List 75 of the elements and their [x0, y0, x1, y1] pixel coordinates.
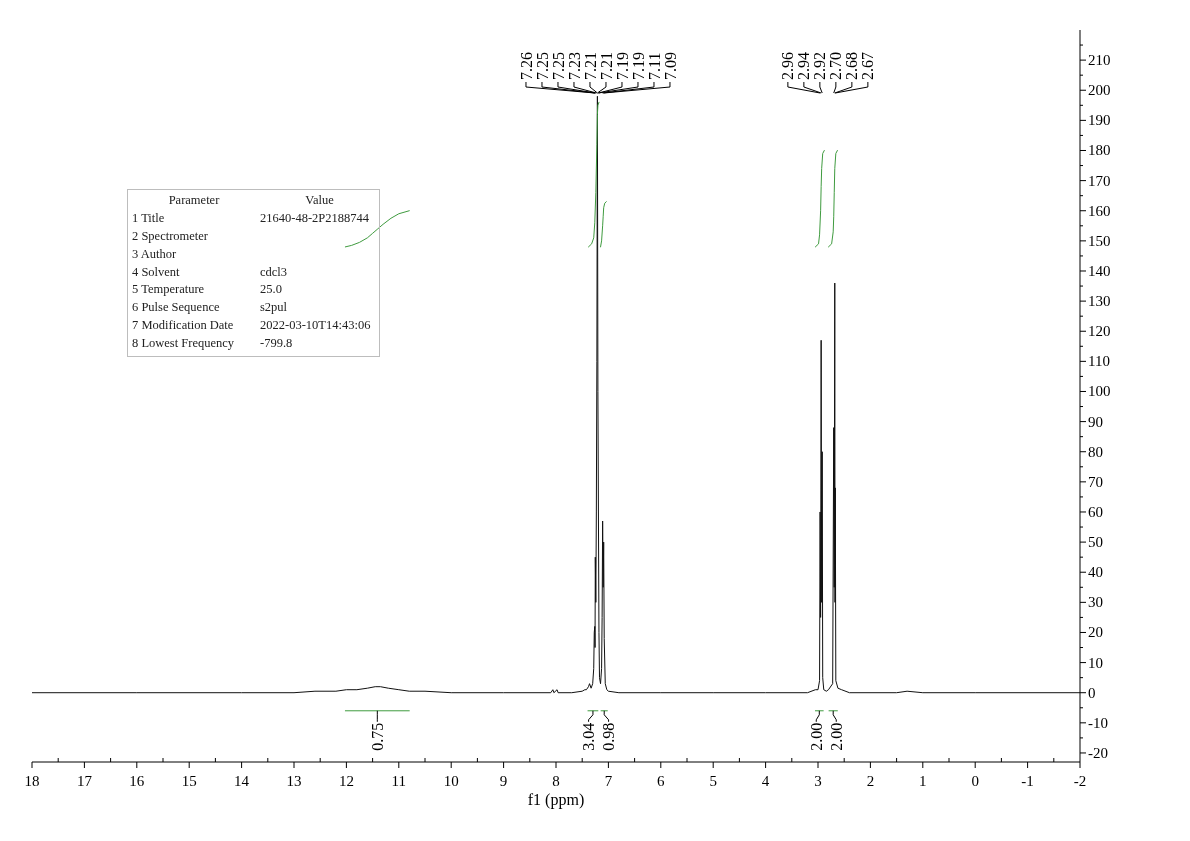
annotation: 7.21 — [597, 52, 615, 80]
x-tick-label: 5 — [709, 773, 717, 789]
x-tick-label: -1 — [1021, 773, 1034, 789]
x-tick-label: 3 — [814, 773, 822, 789]
annotation: 7.09 — [661, 52, 679, 80]
parameter-table: Parameter Value 1 Title 21640-48-2P2188744 2 Spectrometer 3 Author 4 Solvent cdcl3 5 Temperature 25.0 6 Pulse Sequence s2pul 7 Modification Date 2022-03-10T14:43:06 8 Lowest Frequency -799.8 — [127, 189, 380, 358]
y-tick-label: 100 — [1088, 383, 1111, 400]
y-tick-label: 60 — [1088, 503, 1103, 520]
x-tick-label: 2 — [866, 773, 875, 789]
annotation: 2.00 — [827, 722, 845, 751]
annotation: 2.67 — [859, 52, 877, 80]
x-tick-label: 13 — [286, 773, 302, 789]
annotation: 3 Author — [131, 246, 178, 262]
annotation: 7.21 — [581, 52, 599, 80]
y-tick-label: 170 — [1088, 172, 1111, 189]
y-tick-label: 200 — [1088, 82, 1111, 99]
x-axis-title: f1 (ppm) — [527, 791, 585, 809]
annotation: 7.23 — [565, 52, 583, 80]
y-tick-label: 150 — [1088, 232, 1111, 249]
x-tick-label: -2 — [1073, 773, 1087, 789]
y-tick-label: 30 — [1088, 594, 1103, 611]
annotation: 7.25 — [549, 52, 567, 80]
y-tick-label: 120 — [1088, 323, 1111, 340]
annotation: 2.94 — [795, 52, 813, 80]
annotation: 7.25 — [533, 52, 551, 80]
annotation: 2.96 — [779, 52, 797, 80]
y-tick-label: 110 — [1088, 353, 1110, 370]
y-tick-label: 90 — [1088, 413, 1103, 430]
annotation: 7.26 — [517, 52, 535, 80]
x-tick-label: 9 — [499, 773, 508, 789]
x-tick-label: 7 — [604, 773, 613, 789]
y-tick-label: 70 — [1088, 473, 1103, 490]
line-series — [600, 201, 607, 248]
annotation: 2.68 — [843, 52, 861, 80]
x-tick-label: 8 — [552, 773, 560, 789]
y-tick-label: 140 — [1088, 262, 1111, 279]
y-tick-label: 50 — [1088, 534, 1103, 551]
y-tick-label: 180 — [1088, 142, 1111, 159]
x-tick-label: 15 — [181, 773, 197, 789]
annotation: 2 Spectrometer — [131, 228, 209, 244]
y-tick-label: 80 — [1088, 443, 1103, 460]
x-tick-label: 4 — [761, 773, 770, 789]
annotation: 7.11 — [645, 52, 663, 80]
annotation: 7.19 — [629, 52, 647, 80]
line-series — [827, 149, 838, 248]
annotation: 0.98 — [600, 722, 618, 751]
x-tick-label: 18 — [24, 773, 40, 789]
annotation: 0.75 — [368, 722, 386, 751]
line-series — [32, 95, 1080, 694]
y-tick-label: 210 — [1088, 52, 1111, 69]
x-tick-label: 14 — [234, 773, 250, 789]
x-tick-label: 17 — [76, 773, 93, 789]
y-tick-label: 130 — [1088, 293, 1111, 310]
y-tick-label: 10 — [1088, 654, 1103, 671]
x-tick-label: 16 — [129, 773, 145, 789]
y-tick-label: 0 — [1088, 684, 1096, 701]
x-tick-label: 0 — [971, 773, 979, 789]
x-tick-label: 12 — [338, 773, 354, 789]
y-tick-label: 160 — [1088, 202, 1111, 219]
line-series — [814, 149, 825, 248]
annotation: 2.92 — [811, 52, 829, 80]
x-tick-label: 1 — [919, 773, 927, 789]
y-tick-label: 190 — [1088, 112, 1111, 129]
line-series — [587, 101, 600, 248]
y-tick-label: 20 — [1088, 624, 1103, 641]
annotation: 2.00 — [807, 722, 825, 751]
annotation: 2.70 — [827, 52, 845, 80]
x-tick-label: 11 — [391, 773, 407, 789]
annotation: 7.19 — [613, 52, 631, 80]
x-tick-label: 10 — [443, 773, 459, 789]
y-tick-label: 40 — [1088, 564, 1103, 581]
y-tick-label: -20 — [1088, 744, 1108, 761]
x-tick-label: 6 — [657, 773, 666, 789]
y-tick-label: -10 — [1088, 714, 1108, 731]
annotation: 3.04 — [580, 722, 598, 751]
